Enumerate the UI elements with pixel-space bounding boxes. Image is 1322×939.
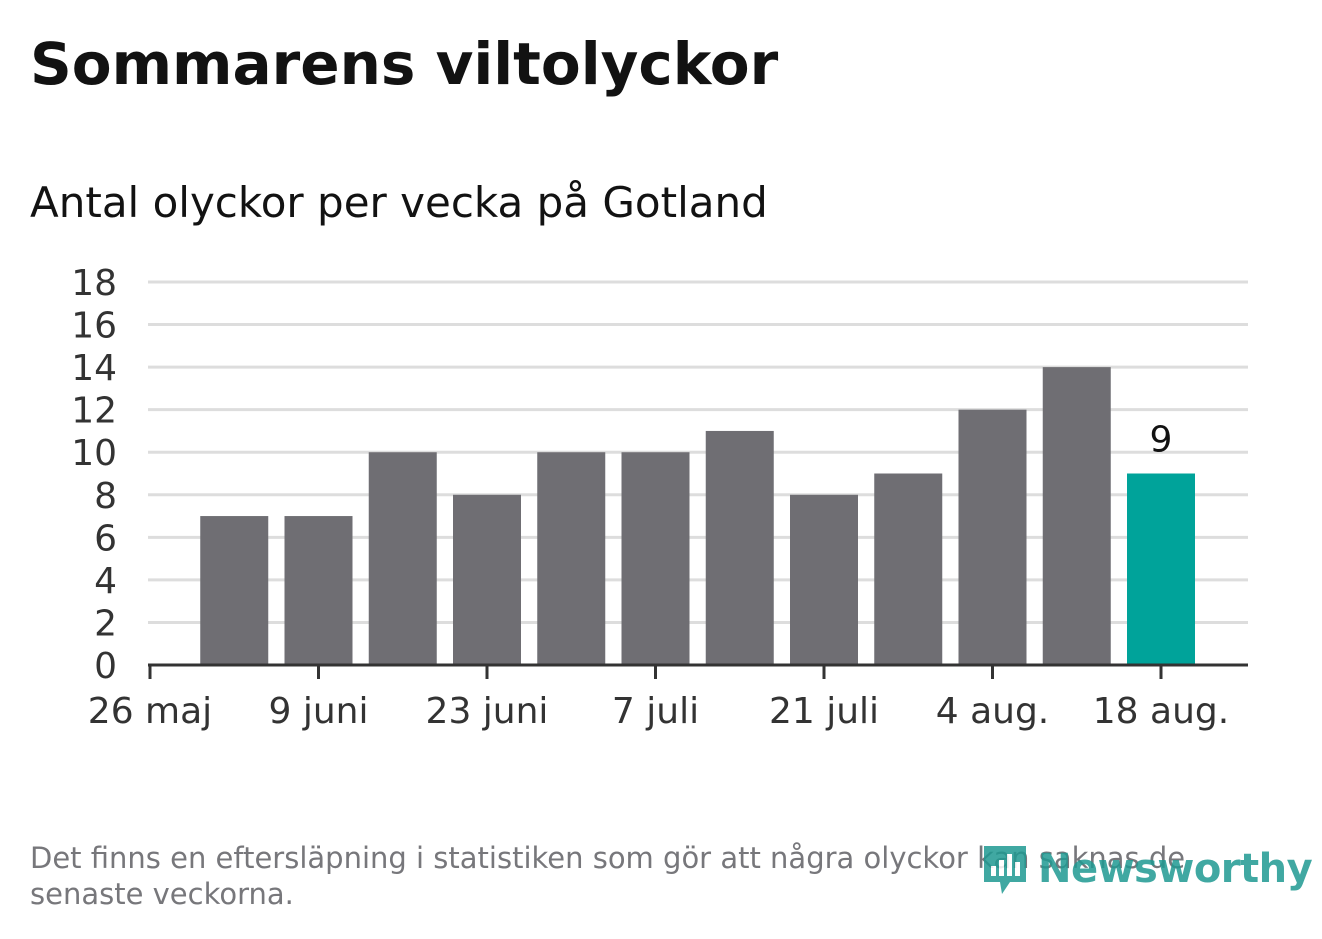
x-tick-label: 4 aug. bbox=[936, 691, 1050, 732]
brand-logo: Newsworthy bbox=[980, 842, 1313, 896]
newsworthy-logo-icon bbox=[984, 846, 1026, 894]
bar bbox=[537, 452, 606, 665]
bar bbox=[958, 409, 1027, 665]
y-tick-label: 14 bbox=[71, 348, 117, 389]
bar-highlight bbox=[1127, 473, 1195, 665]
bar bbox=[1042, 367, 1111, 665]
y-tick-label: 18 bbox=[71, 263, 117, 304]
brand-name: Newsworthy bbox=[1038, 846, 1313, 892]
y-tick-label: 8 bbox=[94, 476, 117, 517]
data-label: 9 bbox=[1150, 420, 1173, 461]
bar bbox=[874, 473, 943, 665]
y-tick-label: 12 bbox=[71, 391, 117, 432]
bar bbox=[790, 494, 858, 665]
y-tick-label: 6 bbox=[94, 518, 117, 559]
chart-title: Sommarens viltolyckor bbox=[30, 30, 779, 98]
x-tick-label: 9 juni bbox=[269, 691, 369, 732]
x-tick-label: 7 juli bbox=[612, 691, 699, 732]
y-tick-label: 2 bbox=[94, 603, 117, 644]
x-tick-label: 21 juli bbox=[769, 691, 879, 732]
x-tick-label: 23 juni bbox=[426, 691, 549, 732]
x-tick-label: 18 aug. bbox=[1093, 691, 1229, 732]
bar bbox=[284, 516, 353, 665]
bar bbox=[368, 452, 437, 665]
bar bbox=[200, 516, 269, 665]
bar bbox=[453, 494, 521, 665]
y-tick-label: 4 bbox=[94, 561, 117, 602]
y-tick-label: 10 bbox=[71, 433, 117, 474]
bar bbox=[621, 452, 690, 665]
y-tick-label: 0 bbox=[94, 646, 117, 687]
y-tick-label: 16 bbox=[71, 306, 117, 347]
x-tick-label: 26 maj bbox=[88, 691, 212, 732]
bar bbox=[705, 430, 774, 665]
chart-subtitle: Antal olyckor per vecka på Gotland bbox=[30, 178, 768, 227]
